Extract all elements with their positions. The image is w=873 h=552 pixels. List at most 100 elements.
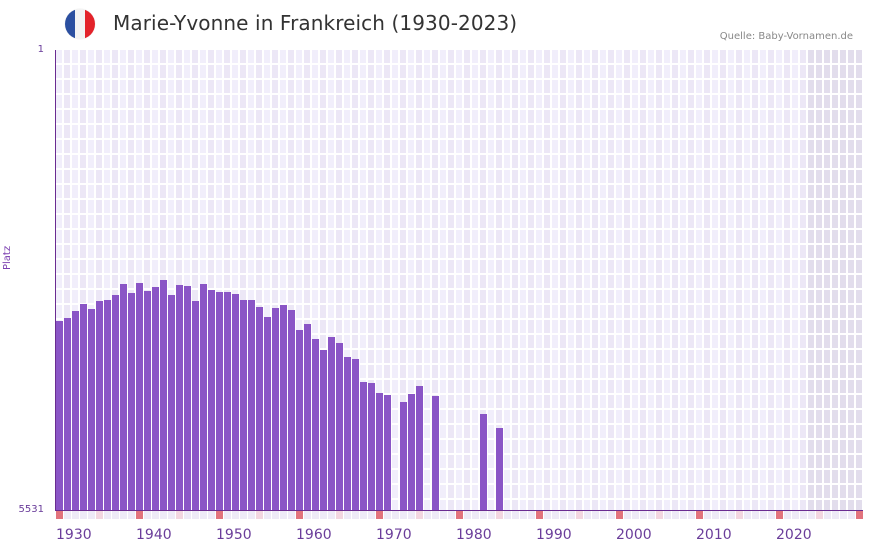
grid-cell — [456, 425, 462, 438]
bar-1934[interactable] — [88, 309, 95, 510]
bar-1946[interactable] — [184, 285, 191, 510]
bar-1938[interactable] — [120, 283, 127, 510]
grid-cell — [288, 125, 294, 138]
grid-cell — [184, 200, 190, 213]
bar-1956[interactable] — [264, 317, 271, 510]
grid-cell — [312, 110, 318, 123]
grid-cell — [112, 200, 118, 213]
bar-1948[interactable] — [200, 283, 207, 510]
bar-1931[interactable] — [64, 318, 71, 510]
bar-1937[interactable] — [112, 294, 119, 510]
bar-1969[interactable] — [368, 383, 375, 510]
grid-cell — [368, 95, 374, 108]
grid-cell — [632, 185, 638, 198]
bar-1957[interactable] — [272, 308, 279, 510]
grid-cell — [536, 485, 542, 498]
bar-1951[interactable] — [224, 291, 231, 510]
bar-1963[interactable] — [320, 350, 327, 510]
grid-cell — [480, 275, 486, 288]
bar-1941[interactable] — [144, 290, 151, 510]
grid-cell — [104, 185, 110, 198]
grid-cell — [624, 380, 630, 393]
bar-1952[interactable] — [232, 293, 239, 510]
grid-cell — [216, 200, 222, 213]
grid-cell — [464, 260, 470, 273]
bar-1968[interactable] — [360, 382, 367, 510]
grid-cell — [800, 290, 806, 303]
grid-cell — [72, 290, 78, 303]
bar-1953[interactable] — [240, 300, 247, 510]
bar-1949[interactable] — [208, 289, 215, 510]
bar-1975[interactable] — [416, 386, 423, 510]
grid-cell — [544, 50, 550, 63]
bar-1977[interactable] — [432, 396, 439, 510]
grid-cell — [136, 215, 142, 228]
grid-cell — [720, 95, 726, 108]
grid-cell — [528, 50, 534, 63]
grid-cell — [816, 335, 822, 348]
bar-1947[interactable] — [192, 301, 199, 510]
bar-1954[interactable] — [248, 300, 255, 510]
grid-cell — [728, 80, 734, 93]
bar-1983[interactable] — [480, 414, 487, 510]
bar-1955[interactable] — [256, 307, 263, 510]
grid-cell — [712, 425, 718, 438]
bar-1974[interactable] — [408, 394, 415, 510]
bar-1961[interactable] — [304, 324, 311, 510]
bar-1962[interactable] — [312, 339, 319, 510]
grid-cell — [784, 275, 790, 288]
grid-cell — [816, 140, 822, 153]
grid-cell — [432, 245, 438, 258]
grid-cell — [248, 50, 254, 63]
grid-cell — [688, 260, 694, 273]
bar-1959[interactable] — [288, 310, 295, 510]
bar-1965[interactable] — [336, 343, 343, 510]
grid-cell — [592, 455, 598, 468]
bar-1958[interactable] — [280, 305, 287, 510]
grid-cell — [680, 485, 686, 498]
bar-1966[interactable] — [344, 357, 351, 510]
grid-cell — [472, 350, 478, 363]
bar-1932[interactable] — [72, 311, 79, 510]
bar-1950[interactable] — [216, 291, 223, 510]
bar-1933[interactable] — [80, 304, 87, 510]
bar-1985[interactable] — [496, 428, 503, 510]
bar-1964[interactable] — [328, 337, 335, 510]
grid-cell — [328, 140, 334, 153]
grid-cell — [456, 485, 462, 498]
bar-1971[interactable] — [384, 395, 391, 510]
grid-cell — [600, 50, 606, 63]
grid-cell — [536, 290, 542, 303]
bar-1943[interactable] — [160, 279, 167, 510]
grid-cell — [352, 275, 358, 288]
grid-cell — [776, 65, 782, 78]
grid-cell — [784, 215, 790, 228]
grid-cell — [104, 245, 110, 258]
bar-1973[interactable] — [400, 402, 407, 510]
grid-cell — [368, 215, 374, 228]
grid-cell — [288, 65, 294, 78]
grid-cell — [448, 395, 454, 408]
bar-1936[interactable] — [104, 300, 111, 510]
bar-1930[interactable] — [56, 321, 63, 510]
grid-cell — [704, 275, 710, 288]
grid-cell — [816, 380, 822, 393]
grid-cell — [632, 170, 638, 183]
bar-1944[interactable] — [168, 294, 175, 510]
bar-1970[interactable] — [376, 393, 383, 510]
grid-cell — [584, 110, 590, 123]
bar-1945[interactable] — [176, 284, 183, 510]
bar-1942[interactable] — [152, 286, 159, 510]
grid-cell — [424, 260, 430, 273]
bar-1940[interactable] — [136, 282, 143, 510]
bar-1960[interactable] — [296, 330, 303, 510]
grid-cell — [808, 485, 814, 498]
grid-cell — [848, 425, 854, 438]
grid-cell — [464, 245, 470, 258]
bar-1967[interactable] — [352, 359, 359, 510]
bar-1935[interactable] — [96, 301, 103, 510]
grid-cell — [120, 260, 126, 273]
grid-cell — [656, 335, 662, 348]
grid-cell — [640, 425, 646, 438]
bar-1939[interactable] — [128, 292, 135, 510]
